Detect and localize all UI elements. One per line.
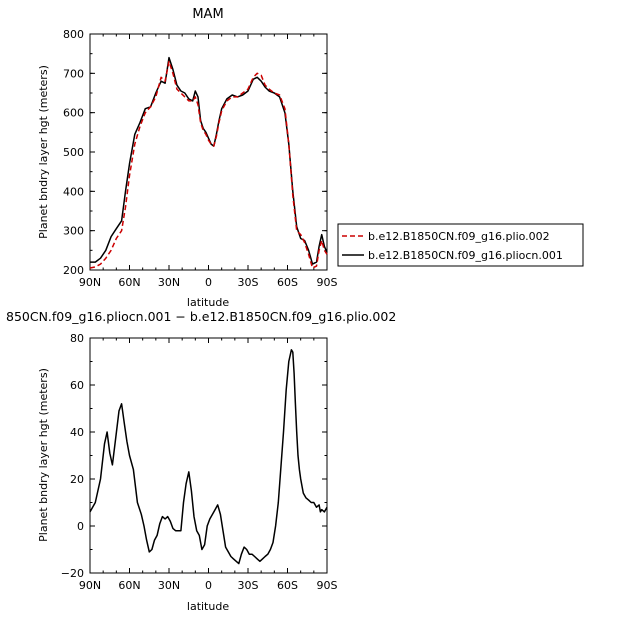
top-xtick-label: 90S: [317, 276, 338, 289]
top-ytick-label: 800: [63, 28, 84, 41]
top-ytick-label: 200: [63, 264, 84, 277]
top-panel-ticks: 90N 60N 30N 0 30S 60S 90S 200 300 400 500 600 700 800: [63, 28, 338, 289]
top-xtick-label: 30S: [238, 276, 259, 289]
top-ytick-label: 700: [63, 67, 84, 80]
legend-label-pliocn: b.e12.B1850CN.f09_g16.pliocn.001: [368, 249, 563, 262]
bottom-panel-ticks: 90N 60N 30N 0 30S 60S 90S −20 0 20 40 60 80: [61, 332, 338, 592]
top-panel-ylabel: Planet bndry layer hgt (meters): [37, 65, 50, 239]
top-panel-series: [89, 56, 328, 269]
bottom-ytick-label: 20: [70, 473, 84, 486]
bottom-ytick-label: 80: [70, 332, 84, 345]
bottom-ytick-label: 0: [77, 520, 84, 533]
bottom-xtick-label: 60S: [277, 579, 298, 592]
bottom-panel-xlabel: latitude: [187, 600, 229, 613]
bottom-ytick-label: 60: [70, 379, 84, 392]
bottom-xtick-label: 60N: [118, 579, 140, 592]
bottom-xtick-label: 0: [205, 579, 212, 592]
bottom-panel-ylabel: Planet bndry layer hgt (meters): [37, 368, 50, 542]
top-panel-title: MAM: [192, 7, 223, 22]
top-xtick-label: 90N: [79, 276, 101, 289]
top-panel: MAM 90N 60N 30N 0 30S 60S 90S 200 300 400 500 600 70…: [37, 7, 338, 309]
bottom-panel: 850CN.f09_g16.pliocn.001 − b.e12.B1850CN…: [6, 309, 396, 613]
bottom-xtick-label: 90N: [79, 579, 101, 592]
bottom-xtick-label: 30S: [238, 579, 259, 592]
top-series-line-1: [89, 60, 328, 269]
top-panel-xlabel: latitude: [187, 296, 229, 309]
top-series-line-0: [90, 56, 328, 265]
top-ytick-label: 400: [63, 185, 84, 198]
bottom-ytick-label: 40: [70, 426, 84, 439]
bottom-panel-title: 850CN.f09_g16.pliocn.001 − b.e12.B1850CN…: [6, 309, 396, 324]
bottom-panel-series: [89, 349, 328, 565]
top-plot-frame: [89, 33, 328, 271]
top-xtick-label: 60S: [277, 276, 298, 289]
legend: b.e12.B1850CN.f09_g16.plio.002 b.e12.B18…: [337, 223, 584, 267]
top-ytick-label: 600: [63, 107, 84, 120]
top-xtick-label: 30N: [158, 276, 180, 289]
legend-box: [337, 223, 584, 267]
bottom-ytick-label: −20: [61, 567, 84, 580]
top-xtick-label: 60N: [118, 276, 140, 289]
bottom-xtick-label: 30N: [158, 579, 180, 592]
bottom-series-line-0: [89, 349, 328, 565]
top-xtick-label: 0: [205, 276, 212, 289]
legend-label-plio: b.e12.B1850CN.f09_g16.plio.002: [368, 230, 550, 243]
bottom-plot-frame: [89, 337, 328, 574]
bottom-xtick-label: 90S: [317, 579, 338, 592]
top-ytick-label: 300: [63, 225, 84, 238]
top-ytick-label: 500: [63, 146, 84, 159]
